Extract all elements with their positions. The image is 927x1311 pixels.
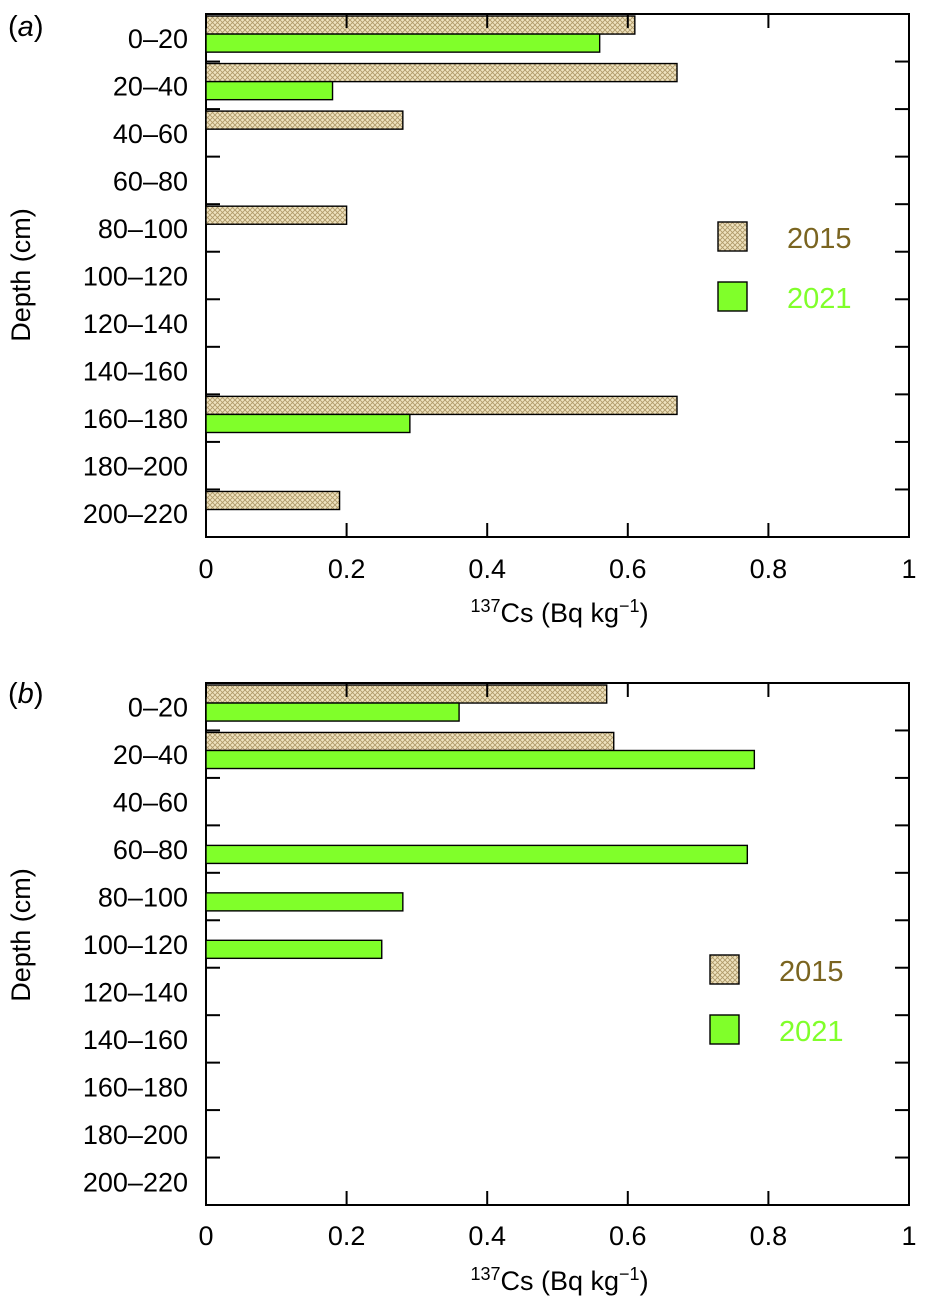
bar-2015-11 bbox=[205, 490, 341, 511]
chart-panel-a: 0 0.2 0.4 0.6 0.8 1 0–20 20–40 40–60 60–80 80–100 1… bbox=[6, 11, 917, 628]
y-category-label: 60–80 bbox=[113, 835, 188, 865]
x-tick-label: 0.6 bbox=[609, 554, 647, 584]
y-category-label: 0–20 bbox=[128, 24, 188, 54]
bar-2015-2 bbox=[205, 62, 678, 83]
legend-label-2021: 2021 bbox=[787, 283, 852, 315]
legend-swatch-2021 bbox=[709, 1014, 740, 1045]
x-axis-title-isotope: 137 bbox=[470, 1264, 500, 1284]
y-category-label: 0–20 bbox=[128, 693, 188, 723]
y-category-label: 120–140 bbox=[83, 977, 188, 1007]
x-axis-title: 137Cs (Bq kg−1) bbox=[470, 1264, 648, 1296]
legend-label-2015: 2015 bbox=[787, 223, 852, 255]
panel-label-close: ) bbox=[34, 11, 44, 43]
x-tick-label: 0.2 bbox=[328, 554, 366, 584]
y-category-label: 180–200 bbox=[83, 452, 188, 482]
y-category-label: 140–160 bbox=[83, 357, 188, 387]
x-tick-label: 1 bbox=[901, 554, 916, 584]
x-axis-title: 137Cs (Bq kg−1) bbox=[470, 596, 648, 628]
bar-2015-1 bbox=[205, 684, 608, 704]
panel-label-letter: b bbox=[18, 678, 34, 710]
x-axis-title-exponent: −1 bbox=[619, 1264, 640, 1284]
x-tick-label: 0 bbox=[198, 1221, 213, 1251]
y-category-label: 180–200 bbox=[83, 1120, 188, 1150]
bar-2015-2 bbox=[205, 731, 615, 752]
bar-2021-9 bbox=[205, 413, 411, 434]
bar-2015-5 bbox=[205, 205, 348, 225]
legend-swatch-2015 bbox=[717, 221, 748, 252]
x-axis-title-suffix: ) bbox=[640, 598, 649, 628]
legend: 2015 2021 bbox=[709, 954, 844, 1048]
legend-label-2021: 2021 bbox=[779, 1016, 844, 1048]
chart-panel-b: 0 0.2 0.4 0.6 0.8 1 0–20 20–40 40–60 60–80 80–100 1… bbox=[6, 678, 917, 1296]
x-tick-label: 0.4 bbox=[468, 1221, 506, 1251]
y-category-label: 200–220 bbox=[83, 1167, 188, 1197]
y-category-label: 80–100 bbox=[98, 883, 188, 913]
y-category-label: 140–160 bbox=[83, 1025, 188, 1055]
y-category-label: 20–40 bbox=[113, 740, 188, 770]
x-axis-title-suffix: ) bbox=[640, 1266, 649, 1296]
x-tick-label: 1 bbox=[901, 1221, 916, 1251]
y-category-label: 160–180 bbox=[83, 1072, 188, 1102]
x-tick-label: 0.8 bbox=[750, 1221, 788, 1251]
legend: 2015 2021 bbox=[717, 221, 852, 315]
bar-2021-2 bbox=[205, 749, 756, 770]
x-axis-title-main: Cs (Bq kg bbox=[500, 598, 619, 628]
plot-frame bbox=[205, 13, 910, 538]
y-category-label: 40–60 bbox=[113, 788, 188, 818]
x-axis-title-isotope: 137 bbox=[470, 596, 500, 616]
y-category-label: 60–80 bbox=[113, 166, 188, 196]
panel-label-close: ) bbox=[34, 678, 44, 710]
y-axis-title: Depth (cm) bbox=[6, 208, 36, 342]
y-category-label: 80–100 bbox=[98, 214, 188, 244]
x-axis-title-exponent: −1 bbox=[619, 596, 640, 616]
panel-label: (a) bbox=[8, 11, 43, 43]
legend-label-2015: 2015 bbox=[779, 956, 844, 988]
panel-label-open: ( bbox=[8, 11, 18, 43]
y-category-label: 120–140 bbox=[83, 309, 188, 339]
bar-2015-3 bbox=[205, 110, 404, 130]
bar-2021-4 bbox=[205, 844, 749, 865]
bar-2021-5 bbox=[205, 892, 404, 912]
chart-panels: 0 0.2 0.4 0.6 0.8 1 0–20 20–40 40–60 60–80 80–100 1… bbox=[6, 11, 917, 1296]
y-category-label: 40–60 bbox=[113, 119, 188, 149]
bar-2015-9 bbox=[205, 395, 678, 416]
x-tick-label: 0.2 bbox=[328, 1221, 366, 1251]
legend-swatch-2015 bbox=[709, 954, 740, 985]
bar-2015-1 bbox=[205, 15, 636, 35]
y-category-label: 200–220 bbox=[83, 499, 188, 529]
y-category-label: 100–120 bbox=[83, 262, 188, 292]
x-tick-label: 0.8 bbox=[750, 554, 788, 584]
x-tick-label: 0.6 bbox=[609, 1221, 647, 1251]
panel-label: (b) bbox=[8, 678, 43, 710]
x-axis-title-main: Cs (Bq kg bbox=[500, 1266, 619, 1296]
bar-2021-1 bbox=[205, 33, 601, 53]
y-category-label: 20–40 bbox=[113, 71, 188, 101]
legend-swatch-2021 bbox=[717, 281, 748, 312]
panel-label-letter: a bbox=[18, 11, 34, 43]
bar-2021-6 bbox=[205, 939, 383, 960]
x-tick-label: 0 bbox=[198, 554, 213, 584]
y-axis-title: Depth (cm) bbox=[6, 868, 36, 1002]
y-category-label: 100–120 bbox=[83, 930, 188, 960]
panel-label-open: ( bbox=[8, 678, 18, 710]
x-tick-label: 0.4 bbox=[468, 554, 506, 584]
y-category-label: 160–180 bbox=[83, 404, 188, 434]
bar-2021-2 bbox=[205, 80, 334, 101]
bar-2021-1 bbox=[205, 702, 460, 722]
